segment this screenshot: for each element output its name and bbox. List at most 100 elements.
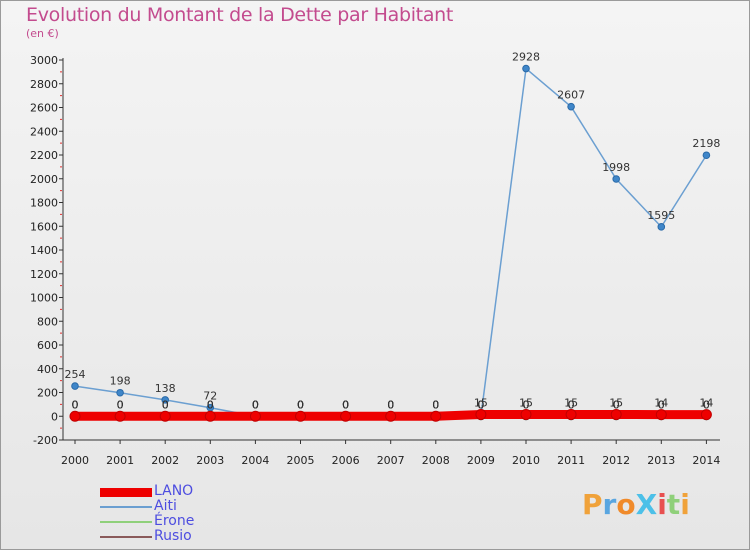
x-tick-label: 2005 — [287, 454, 315, 467]
y-tick-label: 2400 — [30, 125, 58, 138]
data-point-aiti — [161, 396, 169, 404]
y-tick-label: 800 — [37, 315, 58, 328]
data-label-érone: 0 — [297, 398, 304, 411]
x-tick-label: 2002 — [151, 454, 179, 467]
x-tick-label: 2000 — [61, 454, 89, 467]
y-tick-label: 200 — [37, 387, 58, 400]
data-label-érone: 0 — [207, 398, 214, 411]
data-label-lano: 0 — [207, 398, 214, 411]
chart-subtitle: (en €) — [26, 27, 59, 40]
data-point-lano — [114, 410, 126, 422]
data-label-érone: 0 — [432, 398, 439, 411]
y-tick-label: 0 — [51, 410, 58, 423]
data-label-aiti: 2198 — [692, 137, 720, 150]
data-label-lano: 0 — [252, 398, 259, 411]
data-label-lano: 14 — [654, 397, 668, 410]
data-label-érone: 0 — [703, 398, 710, 411]
data-label-aiti: 2607 — [557, 89, 585, 102]
y-tick-label: 1000 — [30, 292, 58, 305]
data-label-lano: 14 — [699, 397, 713, 410]
data-label-aiti: 0 — [297, 398, 304, 411]
x-tick-label: 2008 — [422, 454, 450, 467]
data-label-rusio: 0 — [342, 398, 349, 411]
data-point-lano — [565, 408, 577, 420]
data-label-aiti: 0 — [252, 398, 259, 411]
data-point-aiti — [702, 151, 711, 160]
x-tick-label: 2009 — [467, 454, 495, 467]
data-point-lano — [159, 410, 171, 422]
x-tick-label: 2011 — [557, 454, 585, 467]
data-point-lano — [430, 410, 442, 422]
data-label-rusio: 0 — [297, 398, 304, 411]
legend-label: LANO — [154, 483, 194, 499]
legend-swatch — [100, 521, 152, 523]
data-point-lano — [610, 408, 622, 420]
x-tick-label: 2007 — [377, 454, 405, 467]
x-tick-label: 2014 — [692, 454, 720, 467]
data-point-aiti — [522, 64, 530, 73]
data-label-aiti: 0 — [342, 398, 349, 411]
data-point-lano — [69, 410, 81, 422]
data-label-lano: 0 — [117, 398, 124, 411]
data-label-lano: 0 — [432, 398, 439, 411]
data-label-érone: 0 — [523, 398, 530, 411]
data-label-aiti: 138 — [155, 382, 176, 395]
y-tick-label: 2600 — [30, 102, 58, 115]
data-point-aiti — [567, 102, 575, 111]
data-label-lano: 0 — [342, 398, 349, 411]
x-tick-label: 2006 — [332, 454, 360, 467]
data-label-érone: 0 — [342, 398, 349, 411]
data-label-lano: 0 — [162, 398, 169, 411]
legend-swatch — [100, 487, 152, 497]
data-label-érone: 0 — [477, 398, 484, 411]
data-label-lano: 0 — [387, 398, 394, 411]
legend-swatch — [100, 506, 152, 508]
y-tick-label: 1600 — [30, 220, 58, 233]
data-label-rusio: 0 — [432, 398, 439, 411]
data-label-rusio: 0 — [207, 398, 214, 411]
data-label-aiti: 1998 — [602, 161, 630, 174]
data-label-rusio: 0 — [613, 398, 620, 411]
legend: LANO Aiti Érone Rusio — [100, 483, 270, 544]
data-label-érone: 0 — [117, 398, 124, 411]
y-tick-label: 3000 — [30, 54, 58, 67]
data-label-érone: 0 — [568, 398, 575, 411]
data-label-érone: 0 — [72, 398, 79, 411]
data-label-lano: 0 — [72, 398, 79, 411]
proxiti-logo: ProXiti — [582, 488, 690, 521]
legend-label: Érone — [154, 513, 195, 529]
data-label-lano: 15 — [564, 396, 578, 409]
y-tick-label: 2200 — [30, 149, 58, 162]
data-label-rusio: 0 — [523, 398, 530, 411]
data-label-érone: 0 — [658, 398, 665, 411]
x-tick-label: 2010 — [512, 454, 540, 467]
data-label-érone: 0 — [252, 398, 259, 411]
data-label-rusio: 0 — [72, 398, 79, 411]
data-label-lano: 15 — [609, 396, 623, 409]
data-label-lano: 15 — [519, 396, 533, 409]
data-label-rusio: 0 — [658, 398, 665, 411]
y-tick-label: 1200 — [30, 268, 58, 281]
legend-label: Rusio — [154, 528, 192, 544]
data-point-lano — [475, 408, 487, 420]
legend-item-lano: LANO — [100, 483, 270, 499]
data-label-rusio: 0 — [703, 398, 710, 411]
chart-title: Evolution du Montant de la Dette par Hab… — [26, 4, 454, 26]
x-tick-label: 2003 — [196, 454, 224, 467]
data-label-aiti: 2928 — [512, 51, 540, 64]
data-label-aiti: 0 — [432, 398, 439, 411]
data-point-lano — [249, 410, 261, 422]
data-point-lano — [295, 410, 306, 422]
data-label-rusio: 0 — [162, 398, 169, 411]
y-tick-label: 2000 — [30, 173, 58, 186]
legend-item-aiti: Aiti — [100, 498, 270, 514]
data-label-aiti: 198 — [110, 375, 131, 388]
data-label-rusio: 0 — [477, 398, 484, 411]
data-point-aiti — [71, 382, 79, 390]
data-label-aiti: 1595 — [647, 209, 675, 222]
legend-label: Aiti — [154, 498, 177, 514]
data-label-aiti: 72 — [203, 390, 217, 403]
data-point-aiti — [612, 175, 621, 183]
series-line-aiti — [74, 67, 708, 417]
